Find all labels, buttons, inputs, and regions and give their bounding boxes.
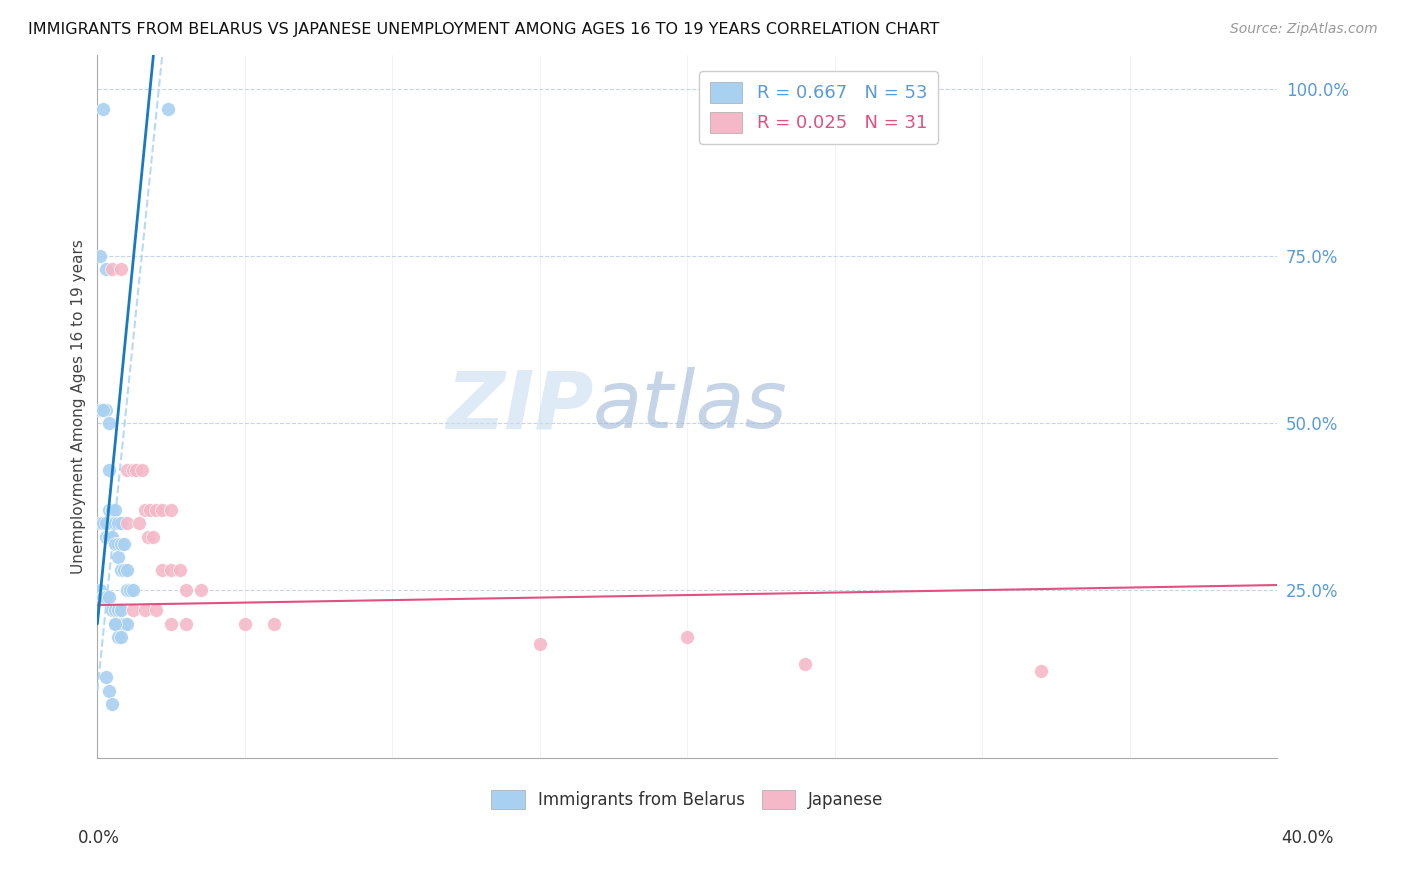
Y-axis label: Unemployment Among Ages 16 to 19 years: Unemployment Among Ages 16 to 19 years (72, 239, 86, 574)
Point (104, 616, 127, 631)
Point (98, 463, 121, 477)
Point (89, 583, 111, 598)
Text: Source: ZipAtlas.com: Source: ZipAtlas.com (1230, 22, 1378, 37)
Point (112, 616, 135, 631)
Point (160, 616, 183, 631)
Point (101, 503, 124, 517)
Point (91, 590, 114, 604)
Point (134, 503, 156, 517)
Point (233, 616, 256, 631)
Point (125, 463, 148, 477)
Point (174, 583, 197, 598)
Point (115, 563, 138, 577)
Point (263, 616, 285, 631)
Point (145, 603, 167, 617)
Point (104, 503, 127, 517)
Point (107, 603, 129, 617)
Point (98, 503, 121, 517)
Point (107, 630, 129, 644)
Point (104, 516, 127, 531)
Point (150, 503, 173, 517)
Point (98, 416, 121, 430)
Text: IMMIGRANTS FROM BELARUS VS JAPANESE UNEMPLOYMENT AMONG AGES 16 TO 19 YEARS CORRE: IMMIGRANTS FROM BELARUS VS JAPANESE UNEM… (28, 22, 939, 37)
Point (96, 590, 118, 604)
Point (110, 616, 132, 631)
Text: atlas: atlas (593, 368, 787, 445)
Point (89, 402, 111, 417)
Point (134, 603, 156, 617)
Point (112, 563, 135, 577)
Point (160, 503, 183, 517)
Point (174, 616, 197, 631)
Text: 40.0%: 40.0% (1281, 829, 1334, 847)
Point (89, 249, 111, 263)
Point (101, 530, 124, 544)
Point (101, 697, 124, 711)
Point (96, 670, 118, 684)
Point (101, 516, 124, 531)
Point (115, 616, 138, 631)
Point (150, 563, 173, 577)
Point (676, 630, 699, 644)
Point (110, 516, 132, 531)
Point (101, 503, 124, 517)
Point (112, 536, 135, 550)
Point (529, 637, 551, 651)
Text: ZIP: ZIP (446, 368, 593, 445)
Point (110, 536, 132, 550)
Point (107, 516, 129, 531)
Point (118, 583, 141, 598)
Point (157, 102, 180, 116)
Point (115, 583, 138, 598)
Point (121, 603, 143, 617)
Point (190, 583, 212, 598)
Point (91, 402, 114, 417)
Point (98, 590, 121, 604)
Point (142, 530, 165, 544)
Point (128, 516, 150, 531)
Point (160, 563, 183, 577)
Point (107, 549, 129, 564)
Point (96, 516, 118, 531)
Point (98, 530, 121, 544)
Point (91, 102, 114, 116)
Point (110, 262, 132, 277)
Point (89, 516, 111, 531)
Point (115, 516, 138, 531)
Point (104, 616, 127, 631)
Point (96, 402, 118, 417)
Point (110, 563, 132, 577)
Point (98, 683, 121, 698)
Text: 0.0%: 0.0% (77, 829, 120, 847)
Point (101, 516, 124, 531)
Point (115, 463, 138, 477)
Point (131, 463, 153, 477)
Point (91, 516, 114, 531)
Point (107, 536, 129, 550)
Point (101, 603, 124, 617)
Point (1031, 664, 1053, 678)
Point (121, 583, 143, 598)
Point (145, 503, 167, 517)
Point (139, 503, 162, 517)
Point (104, 536, 127, 550)
Point (121, 463, 143, 477)
Legend: Immigrants from Belarus, Japanese: Immigrants from Belarus, Japanese (485, 783, 890, 816)
Point (101, 262, 124, 277)
Point (169, 563, 191, 577)
Point (110, 603, 132, 617)
Point (96, 262, 118, 277)
Point (104, 603, 127, 617)
Point (96, 530, 118, 544)
Point (136, 530, 159, 544)
Point (794, 657, 817, 671)
Point (110, 630, 132, 644)
